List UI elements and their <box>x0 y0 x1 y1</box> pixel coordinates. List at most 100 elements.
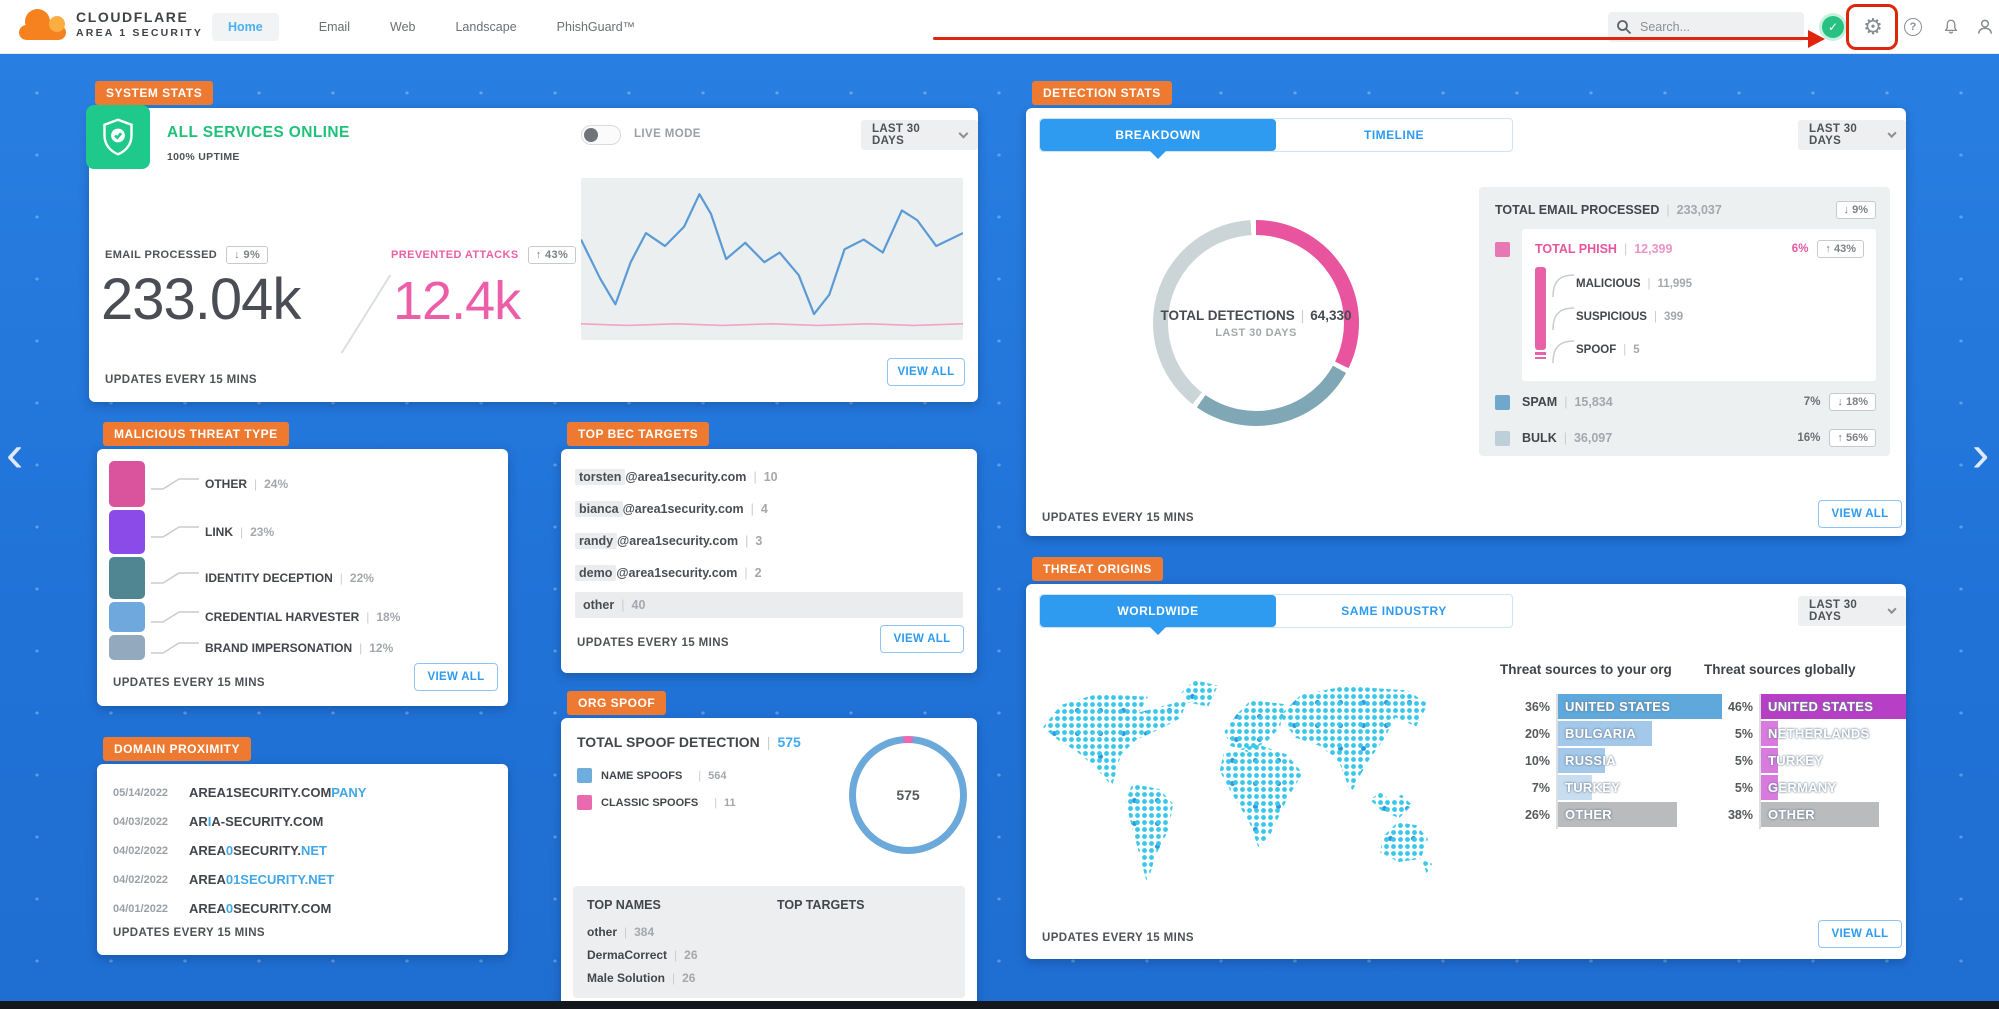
domain-proximity-tag: DOMAIN PROXIMITY <box>103 737 252 761</box>
view-all-button[interactable]: VIEW ALL <box>1818 920 1902 948</box>
threat-type-pct: 12% <box>352 641 393 655</box>
annotation-arrow-head <box>1808 30 1825 48</box>
nav-item-landscape[interactable]: Landscape <box>455 20 517 34</box>
prevented-attacks-value: 12.4k <box>393 271 521 331</box>
threat-source-pct: 26% <box>1524 807 1550 822</box>
annotation-arrow-line <box>933 37 1810 40</box>
spoof-detection-title: TOTAL SPOOF DETECTION575 <box>577 734 801 750</box>
threat-source-country: TURKEY <box>1565 780 1621 795</box>
landmass-new-zealand <box>1422 860 1432 878</box>
gear-icon[interactable]: ⚙ <box>1863 14 1883 39</box>
domain-name: AREA0SECURITY.NET <box>189 843 327 858</box>
domain-proximity-card: DOMAIN PROXIMITY 05/14/2022 AREA1SECURIT… <box>97 737 508 955</box>
carousel-left-chevron-icon[interactable]: ‹ <box>6 425 24 483</box>
threat-source-pct: 46% <box>1727 699 1753 714</box>
nav-item-email[interactable]: Email <box>318 20 350 34</box>
threat-origins-tag: THREAT ORIGINS <box>1032 557 1163 581</box>
spam-pct: 7% <box>1803 396 1821 408</box>
system-range-dropdown[interactable]: LAST 30 DAYS <box>861 120 978 150</box>
chevron-down-icon <box>958 128 969 138</box>
threat-source-row: 36% UNITED STATES <box>1525 694 1722 719</box>
donut-range-label: LAST 30 DAYS <box>1215 326 1297 339</box>
top-target-row <box>777 943 865 966</box>
tab-worldwide[interactable]: WORLDWIDE <box>1040 595 1276 635</box>
carousel-right-chevron-icon[interactable]: › <box>1972 425 1990 483</box>
domain-row: 04/02/2022 AREA0SECURITY.NET <box>113 836 366 865</box>
bec-other-label: other <box>583 598 615 612</box>
origins-range-dropdown[interactable]: LAST 30 DAYS <box>1798 596 1906 626</box>
threat-source-country: GERMANY <box>1768 780 1837 795</box>
domain-date: 04/01/2022 <box>113 902 169 915</box>
live-mode-toggle[interactable] <box>581 125 621 145</box>
top-name-count: 384 <box>617 925 654 939</box>
help-icon[interactable]: ? <box>1902 16 1924 38</box>
threat-type-row: OTHER24% <box>109 461 400 507</box>
system-stats-tag: SYSTEM STATS <box>95 81 214 105</box>
top-name: other <box>587 924 617 939</box>
org-spoof-tag: ORG SPOOF <box>567 691 667 715</box>
threat-origins-card: THREAT ORIGINS WORLDWIDE SAME INDUSTRY L… <box>1026 557 1906 959</box>
threat-type-label: IDENTITY DECEPTION <box>205 571 333 585</box>
bell-icon[interactable] <box>1940 16 1962 38</box>
detection-stats-card: DETECTION STATS BREAKDOWN TIMELINE LAST … <box>1026 81 1906 536</box>
bec-count: 2 <box>737 566 762 580</box>
bec-domain: @area1security.com <box>616 566 738 580</box>
threat-type-row: BRAND IMPERSONATION12% <box>109 635 400 660</box>
threat-source-pct: 36% <box>1524 699 1550 714</box>
tab-breakdown[interactable]: BREAKDOWN <box>1040 119 1276 159</box>
nav-item-web[interactable]: Web <box>390 20 416 34</box>
nav-item-home[interactable]: Home <box>212 13 279 41</box>
threat-source-row: 7% TURKEY <box>1532 775 1722 800</box>
total-detections-label: TOTAL DETECTIONS <box>1160 307 1295 323</box>
threat-type-color-block <box>109 461 145 507</box>
bec-user: torsten <box>575 469 626 485</box>
name-spoofs-legend: NAME SPOOFS564 <box>577 768 727 783</box>
threat-source-bar: BULGARIA <box>1558 721 1652 746</box>
sparkline-blue-series <box>581 194 963 314</box>
detection-range-dropdown[interactable]: LAST 30 DAYS <box>1798 120 1906 150</box>
malicious-row: MALICIOUS11,995 <box>1550 267 1692 300</box>
bec-domain: @area1security.com <box>625 470 747 484</box>
top-bec-targets-tag: TOP BEC TARGETS <box>567 422 710 446</box>
threat-source-country: UNITED STATES <box>1565 699 1671 714</box>
threat-type-label: LINK <box>205 525 233 539</box>
system-stats-card: SYSTEM STATS ALL SERVICES ONLINE 100% UP… <box>86 81 978 402</box>
connector-line <box>151 526 199 538</box>
spoof-details-panel: TOP NAMES other 384 DermaCorrect 26 Male… <box>573 886 965 998</box>
name-spoofs-swatch <box>577 768 592 783</box>
view-all-button[interactable]: VIEW ALL <box>880 625 964 653</box>
nav-item-phishguard[interactable]: PhishGuard™ <box>556 20 636 34</box>
bulk-delta-badge: ↑ 56% <box>1829 429 1876 447</box>
tab-same-industry[interactable]: SAME INDUSTRY <box>1341 604 1447 618</box>
top-targets-column: TOP TARGETS <box>777 898 865 986</box>
org-sources-header: Threat sources to your org <box>1500 662 1672 677</box>
domain-list: 05/14/2022 AREA1SECURITY.COMPANY 04/03/2… <box>113 778 366 923</box>
detection-tabs: BREAKDOWN TIMELINE <box>1039 118 1513 159</box>
org-sources-bars: 36% UNITED STATES 20% BULGARIA 10% RUSSI… <box>1525 694 1722 829</box>
uptime-text: 100% UPTIME <box>167 151 240 163</box>
view-all-button[interactable]: VIEW ALL <box>414 663 498 691</box>
landmass-asia <box>1280 686 1428 794</box>
top-name-row: other 384 <box>587 920 777 943</box>
threat-source-row: 38% OTHER <box>1728 802 1906 827</box>
bottom-bar <box>0 1001 1999 1009</box>
bec-target-row: randy@area1security.com 3 <box>575 525 963 557</box>
view-all-button[interactable]: VIEW ALL <box>887 358 965 386</box>
top-targets-header: TOP TARGETS <box>777 898 865 912</box>
connector-line <box>151 572 199 584</box>
view-all-button[interactable]: VIEW ALL <box>1818 500 1902 528</box>
bec-count: 3 <box>738 534 762 548</box>
threat-source-row: 5% NETHERLANDS <box>1735 721 1906 746</box>
domain-row: 04/02/2022 AREA01SECURITY.NET <box>113 865 366 894</box>
connector-line <box>1552 306 1575 330</box>
phish-delta-badge: ↑ 43% <box>1817 240 1864 258</box>
bec-count: 10 <box>746 470 778 484</box>
landmass-africa <box>1219 744 1303 848</box>
top-names-column: TOP NAMES other 384 DermaCorrect 26 Male… <box>587 898 777 986</box>
tab-timeline[interactable]: TIMELINE <box>1364 128 1424 142</box>
cloudflare-logo-icon[interactable] <box>16 9 70 42</box>
user-avatar-icon[interactable] <box>1974 16 1996 38</box>
donut-center: TOTAL DETECTIONS64,330 LAST 30 DAYS <box>1160 308 1351 339</box>
global-sources-bars: 46% UNITED STATES 5% NETHERLANDS 5% TURK… <box>1728 694 1906 829</box>
classic-spoofs-legend: CLASSIC SPOOFS11 <box>577 795 736 810</box>
